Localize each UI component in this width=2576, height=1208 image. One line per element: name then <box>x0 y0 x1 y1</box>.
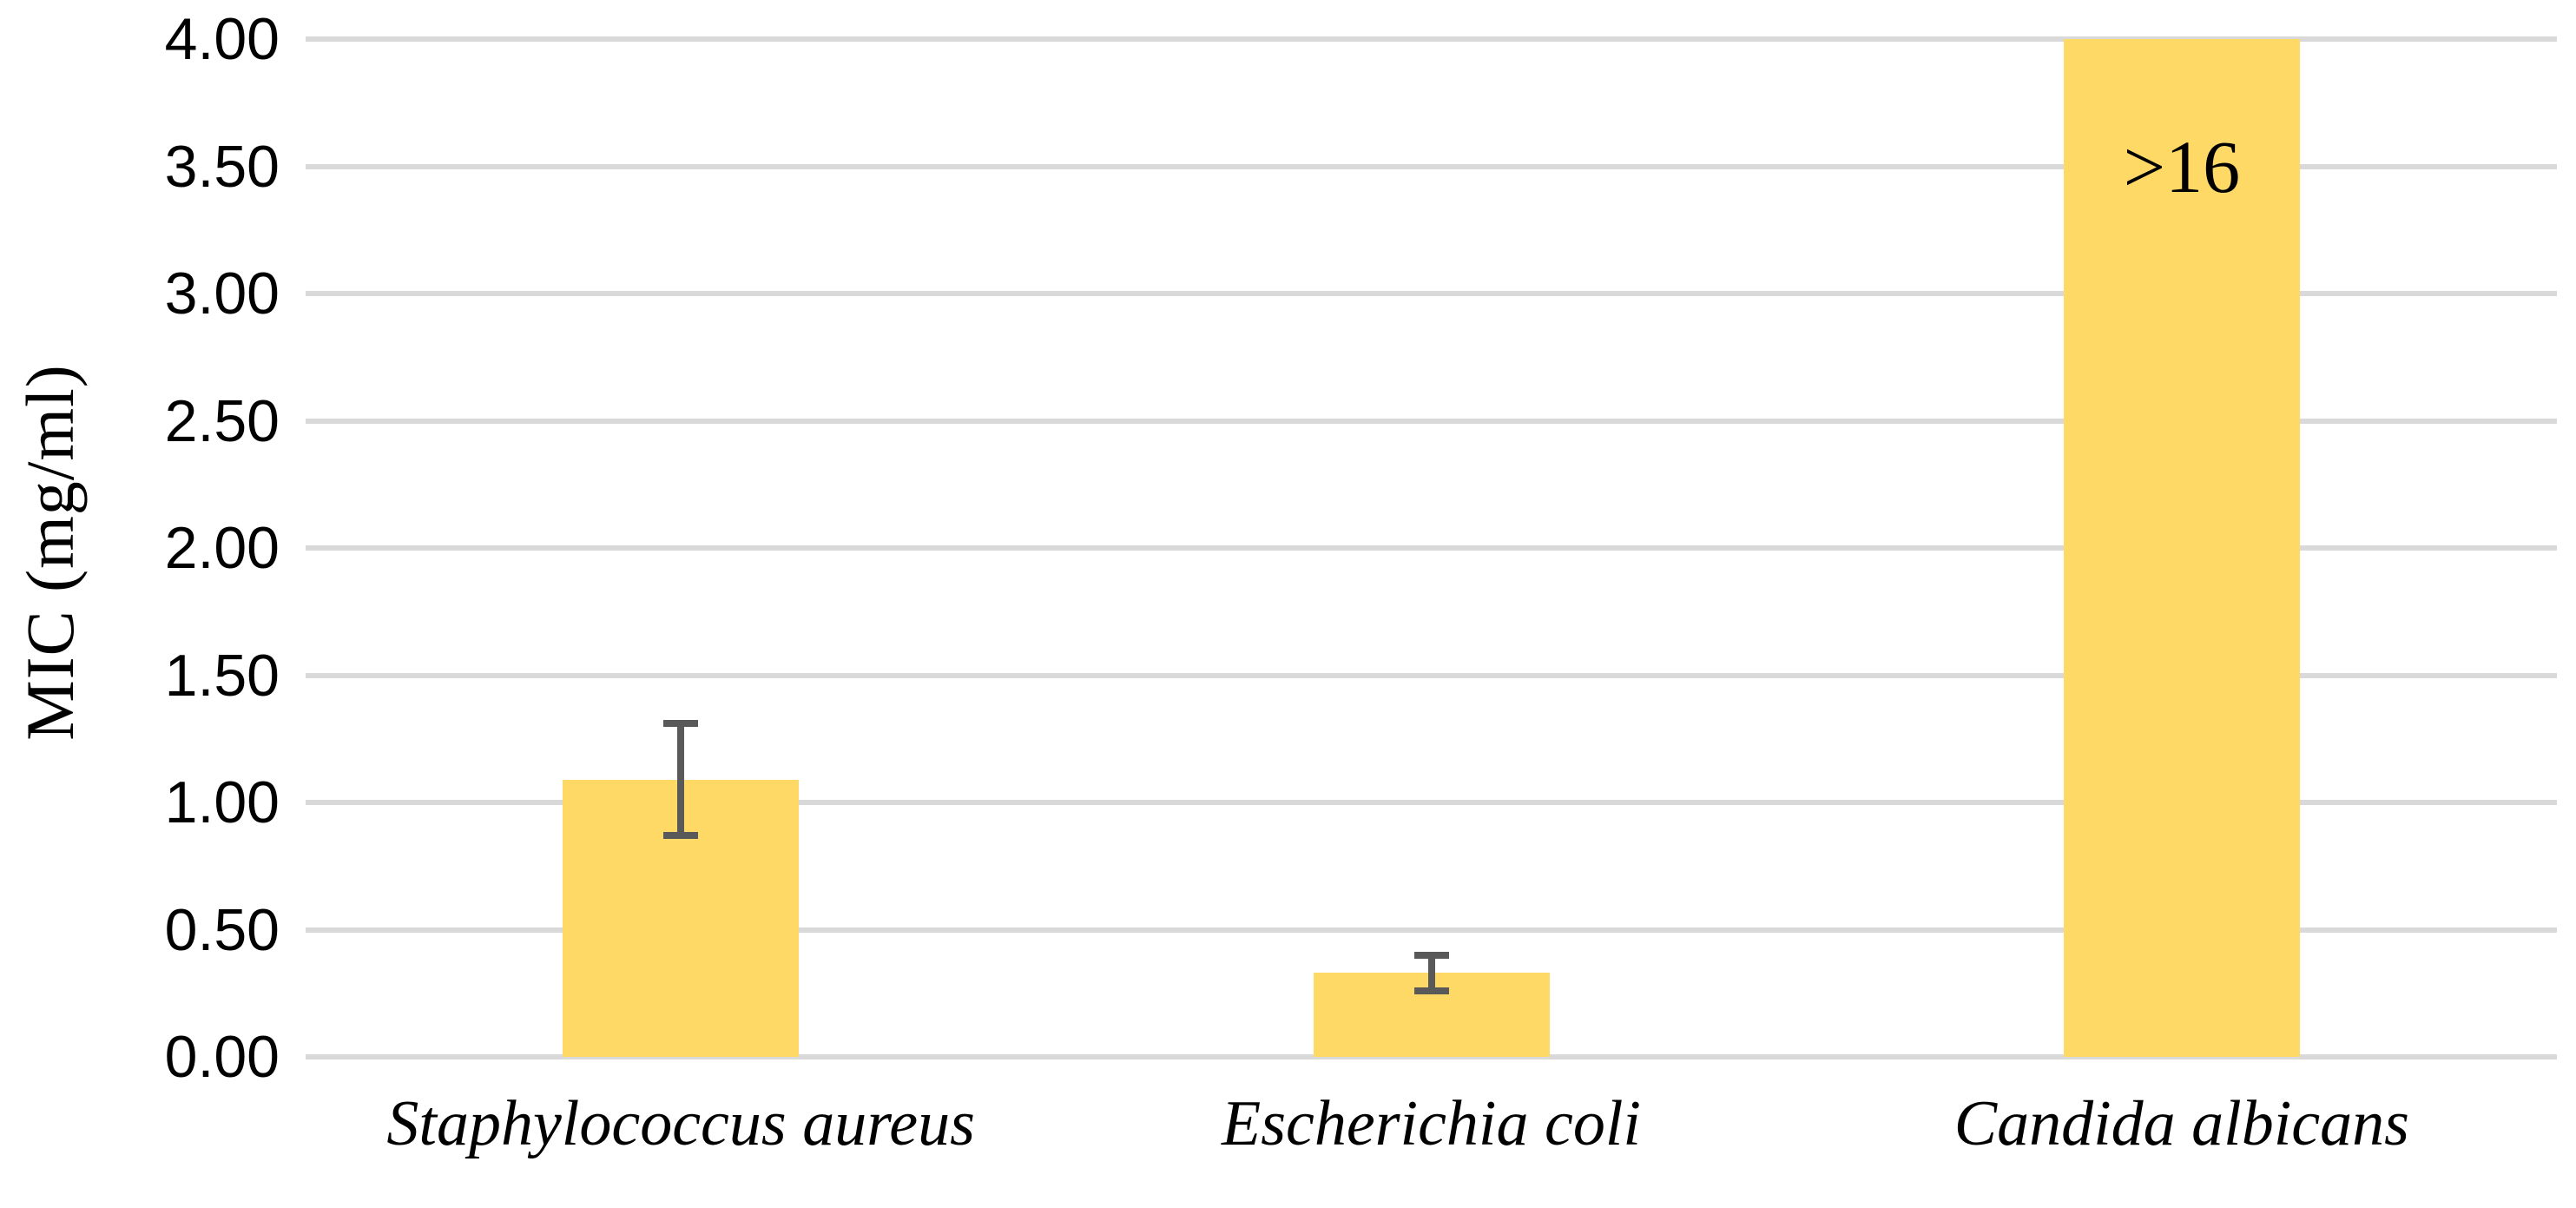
category-label: Escherichia coli <box>1222 1088 1641 1159</box>
error-bar <box>1427 954 1435 991</box>
category-label: Candida albicans <box>1953 1088 2409 1159</box>
gridline <box>306 545 2557 551</box>
bar-annotation: >16 <box>2123 124 2241 208</box>
y-tick-label: 1.50 <box>164 642 280 709</box>
gridline <box>306 800 2557 805</box>
gridline <box>306 672 2557 678</box>
bar <box>2063 39 2300 1057</box>
error-bar-bottom-cap <box>663 832 699 840</box>
y-tick-label: 3.00 <box>164 261 280 327</box>
plot-area: >16 <box>306 36 2557 1059</box>
y-tick-label: 2.50 <box>164 387 280 454</box>
y-tick-label: 2.00 <box>164 515 280 581</box>
category-label: Staphylococcus aureus <box>386 1088 975 1159</box>
y-tick-label: 0.00 <box>164 1024 280 1090</box>
y-tick-label: 4.00 <box>164 6 280 72</box>
error-bar-bottom-cap <box>1413 987 1449 994</box>
y-tick-label: 0.50 <box>164 896 280 963</box>
y-tick-label: 3.50 <box>164 133 280 200</box>
gridline <box>306 1054 2557 1059</box>
error-bar-top-cap <box>1413 951 1449 959</box>
gridline <box>306 418 2557 424</box>
gridline <box>306 36 2557 42</box>
gridline <box>306 927 2557 933</box>
gridline <box>306 163 2557 169</box>
gridline <box>306 291 2557 296</box>
error-bar-top-cap <box>663 720 699 728</box>
error-bar <box>677 723 685 836</box>
y-tick-label: 1.00 <box>164 769 280 835</box>
